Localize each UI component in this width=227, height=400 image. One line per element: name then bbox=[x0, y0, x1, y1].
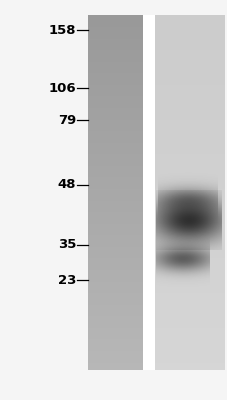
Text: 23: 23 bbox=[57, 274, 76, 286]
Bar bbox=[142, 15, 154, 370]
Text: 48: 48 bbox=[57, 178, 76, 192]
Text: 106: 106 bbox=[48, 82, 76, 94]
Text: 79: 79 bbox=[57, 114, 76, 126]
Text: 158: 158 bbox=[48, 24, 76, 36]
Text: 35: 35 bbox=[57, 238, 76, 252]
